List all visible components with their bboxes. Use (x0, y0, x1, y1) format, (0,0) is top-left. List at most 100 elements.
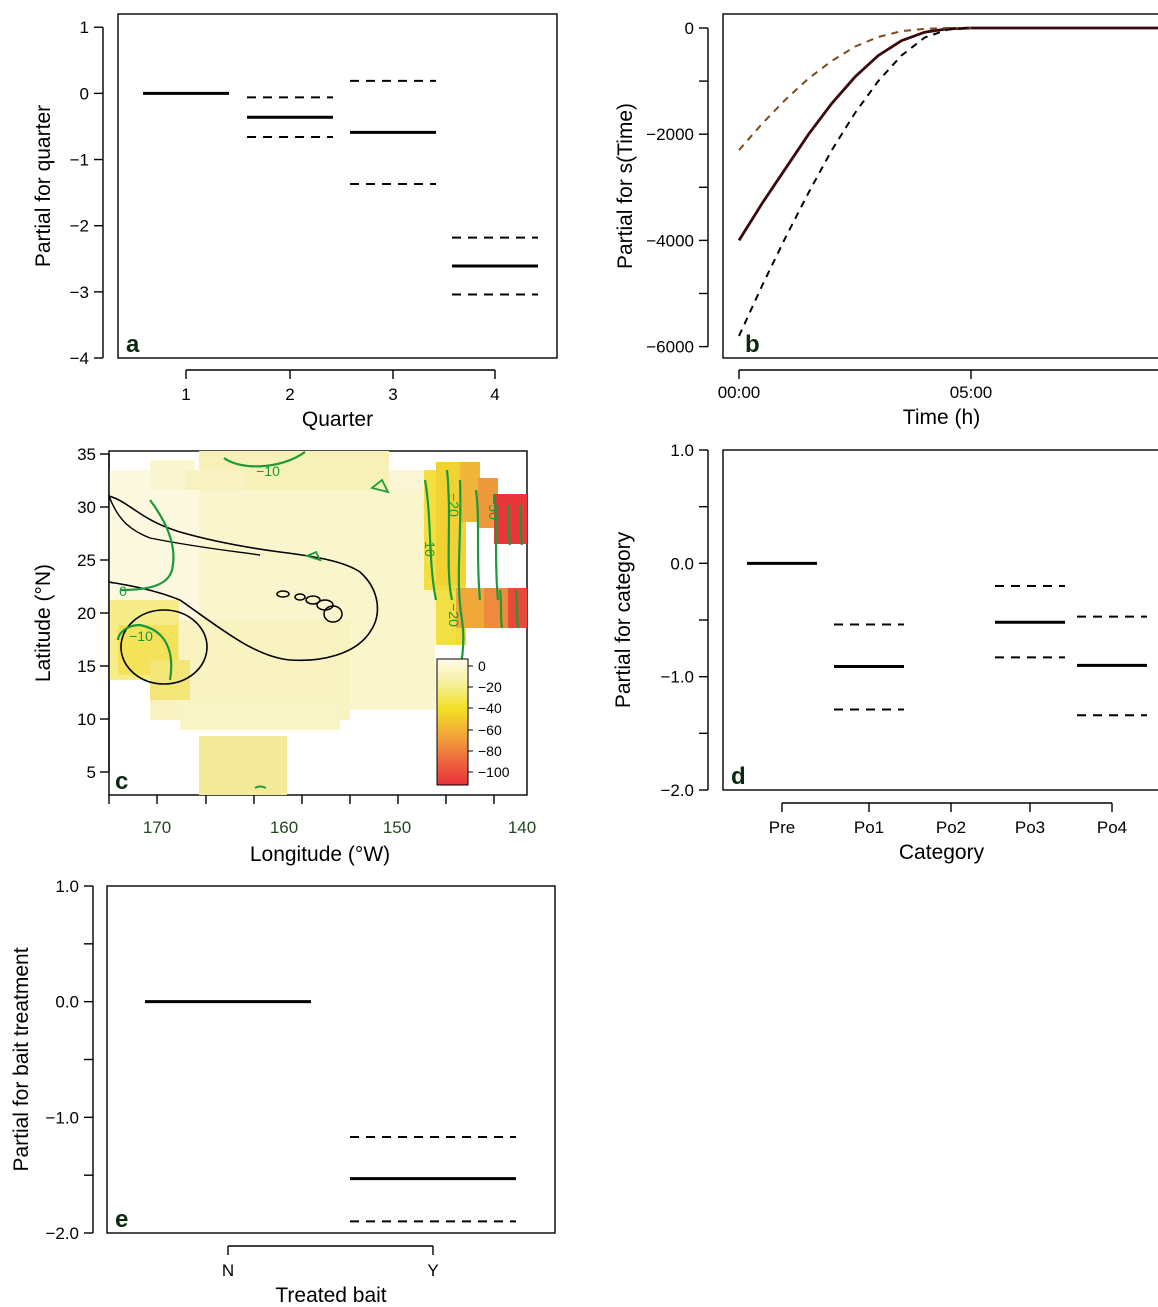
y-tick-label: 30 (77, 498, 96, 517)
contour-line (518, 504, 524, 546)
y-tick-label: −2.0 (660, 781, 694, 800)
contour-line (254, 785, 267, 789)
x-axis-title: Time (h) (903, 406, 980, 429)
legend-label: −60 (478, 722, 502, 738)
y-tick-label: −6000 (646, 338, 694, 357)
contour-line (119, 499, 175, 592)
contour-label: −10 (129, 628, 153, 644)
contour-line (423, 479, 438, 601)
y-tick-label: 10 (77, 710, 96, 729)
map-raster-cell (185, 470, 245, 490)
x-tick-label: Po3 (1015, 818, 1045, 837)
island-outline (294, 593, 306, 601)
y-tick-label: −2 (70, 217, 89, 236)
contour-line (506, 504, 512, 546)
x-tick-label: 4 (490, 385, 499, 404)
map-raster-cell (478, 478, 498, 528)
x-tick-label: 2 (285, 385, 294, 404)
legend-colorbar (436, 658, 469, 786)
x-axis-title: Treated bait (275, 1284, 386, 1307)
y-tick-label: 0.0 (670, 554, 694, 573)
y-tick-label: 0 (685, 19, 694, 38)
series-estimate-line (737, 26, 1158, 242)
y-tick-label: 1.0 (670, 441, 694, 460)
boundary-circle (120, 609, 208, 685)
y-tick-label: 0.0 (55, 993, 79, 1012)
contour-line (445, 469, 454, 601)
legend-label: −80 (478, 743, 502, 759)
x-tick-label: Po1 (854, 818, 884, 837)
y-tick-label: 5 (87, 763, 96, 782)
map-raster-cell (365, 640, 410, 670)
map-raster-cell (460, 462, 480, 522)
y-tick-label: 25 (77, 551, 96, 570)
y-axis-title: Partial for category (612, 531, 635, 708)
island-outline (305, 595, 321, 605)
y-tick-label: 15 (77, 657, 96, 676)
x-tick-label: N (222, 1261, 234, 1280)
panel-label-b: b (745, 331, 760, 358)
contour-line (116, 623, 173, 681)
panel-label-d: d (731, 763, 746, 790)
map-raster-cell (480, 588, 510, 628)
contour-loop (304, 550, 322, 562)
map-raster-cell (340, 490, 435, 710)
y-axis-title: Latitude (°N) (32, 564, 55, 682)
contour-label: 0 (119, 583, 127, 599)
x-tick-label: 1 (181, 385, 190, 404)
contour-line (514, 589, 520, 629)
panel-e-frame (106, 885, 556, 1234)
x-tick-label: 05:00 (950, 383, 993, 402)
y-tick-label: −2.0 (45, 1224, 79, 1243)
boundary-line (109, 495, 379, 662)
contour-label: −20 (446, 603, 462, 627)
x-tick-label: Po4 (1097, 818, 1127, 837)
contour-label: −50 (486, 496, 502, 520)
x-axis-title: Category (899, 841, 985, 864)
map-raster-cell (436, 590, 456, 645)
y-axis-title: Partial for quarter (32, 105, 55, 267)
contour-label: −20 (446, 493, 462, 517)
y-tick-label: 35 (77, 445, 96, 464)
contour-line (498, 589, 504, 629)
x-tick-label: 150 (383, 818, 411, 837)
contour-line (492, 493, 500, 601)
x-tick-label: 3 (388, 385, 397, 404)
legend-label: 0 (478, 658, 486, 674)
panel-label-e: e (115, 1206, 128, 1233)
x-tick-label: Y (427, 1261, 438, 1280)
legend-label: −40 (478, 700, 502, 716)
legend-label: −100 (478, 764, 510, 780)
series-lower-line (738, 27, 972, 337)
y-tick-label: −1.0 (45, 1108, 79, 1127)
boundary-line (109, 495, 261, 556)
map-raster-cell (199, 736, 287, 795)
panel-a-frame (117, 13, 558, 359)
contour-label: −10 (256, 463, 280, 479)
contour-line (457, 479, 465, 671)
x-axis-title: Quarter (302, 408, 373, 431)
y-tick-label: −4000 (646, 231, 694, 250)
contour-label: −10 (422, 533, 438, 557)
y-tick-label: −1 (70, 151, 89, 170)
map-raster-cell (199, 490, 349, 630)
panel-label-c: c (115, 768, 128, 795)
x-tick-label: 00:00 (718, 383, 761, 402)
x-axis-title: Longitude (°W) (250, 843, 390, 866)
map-layer: −100−10−10−20−20−50 (109, 451, 527, 795)
x-tick-label: Po2 (936, 818, 966, 837)
map-raster-cell (180, 700, 340, 730)
legend-label: −20 (478, 679, 502, 695)
x-tick-label: 170 (143, 818, 171, 837)
y-tick-label: 1.0 (55, 877, 79, 896)
y-tick-label: −2000 (646, 125, 694, 144)
x-tick-label: 140 (508, 818, 536, 837)
y-tick-label: 1 (80, 18, 89, 37)
contour-loop (370, 478, 390, 494)
x-tick-label: 160 (270, 818, 298, 837)
y-tick-label: 20 (77, 604, 96, 623)
series-upper-line (738, 27, 971, 151)
y-tick-label: 0 (80, 84, 89, 103)
map-raster-cell (508, 588, 527, 628)
